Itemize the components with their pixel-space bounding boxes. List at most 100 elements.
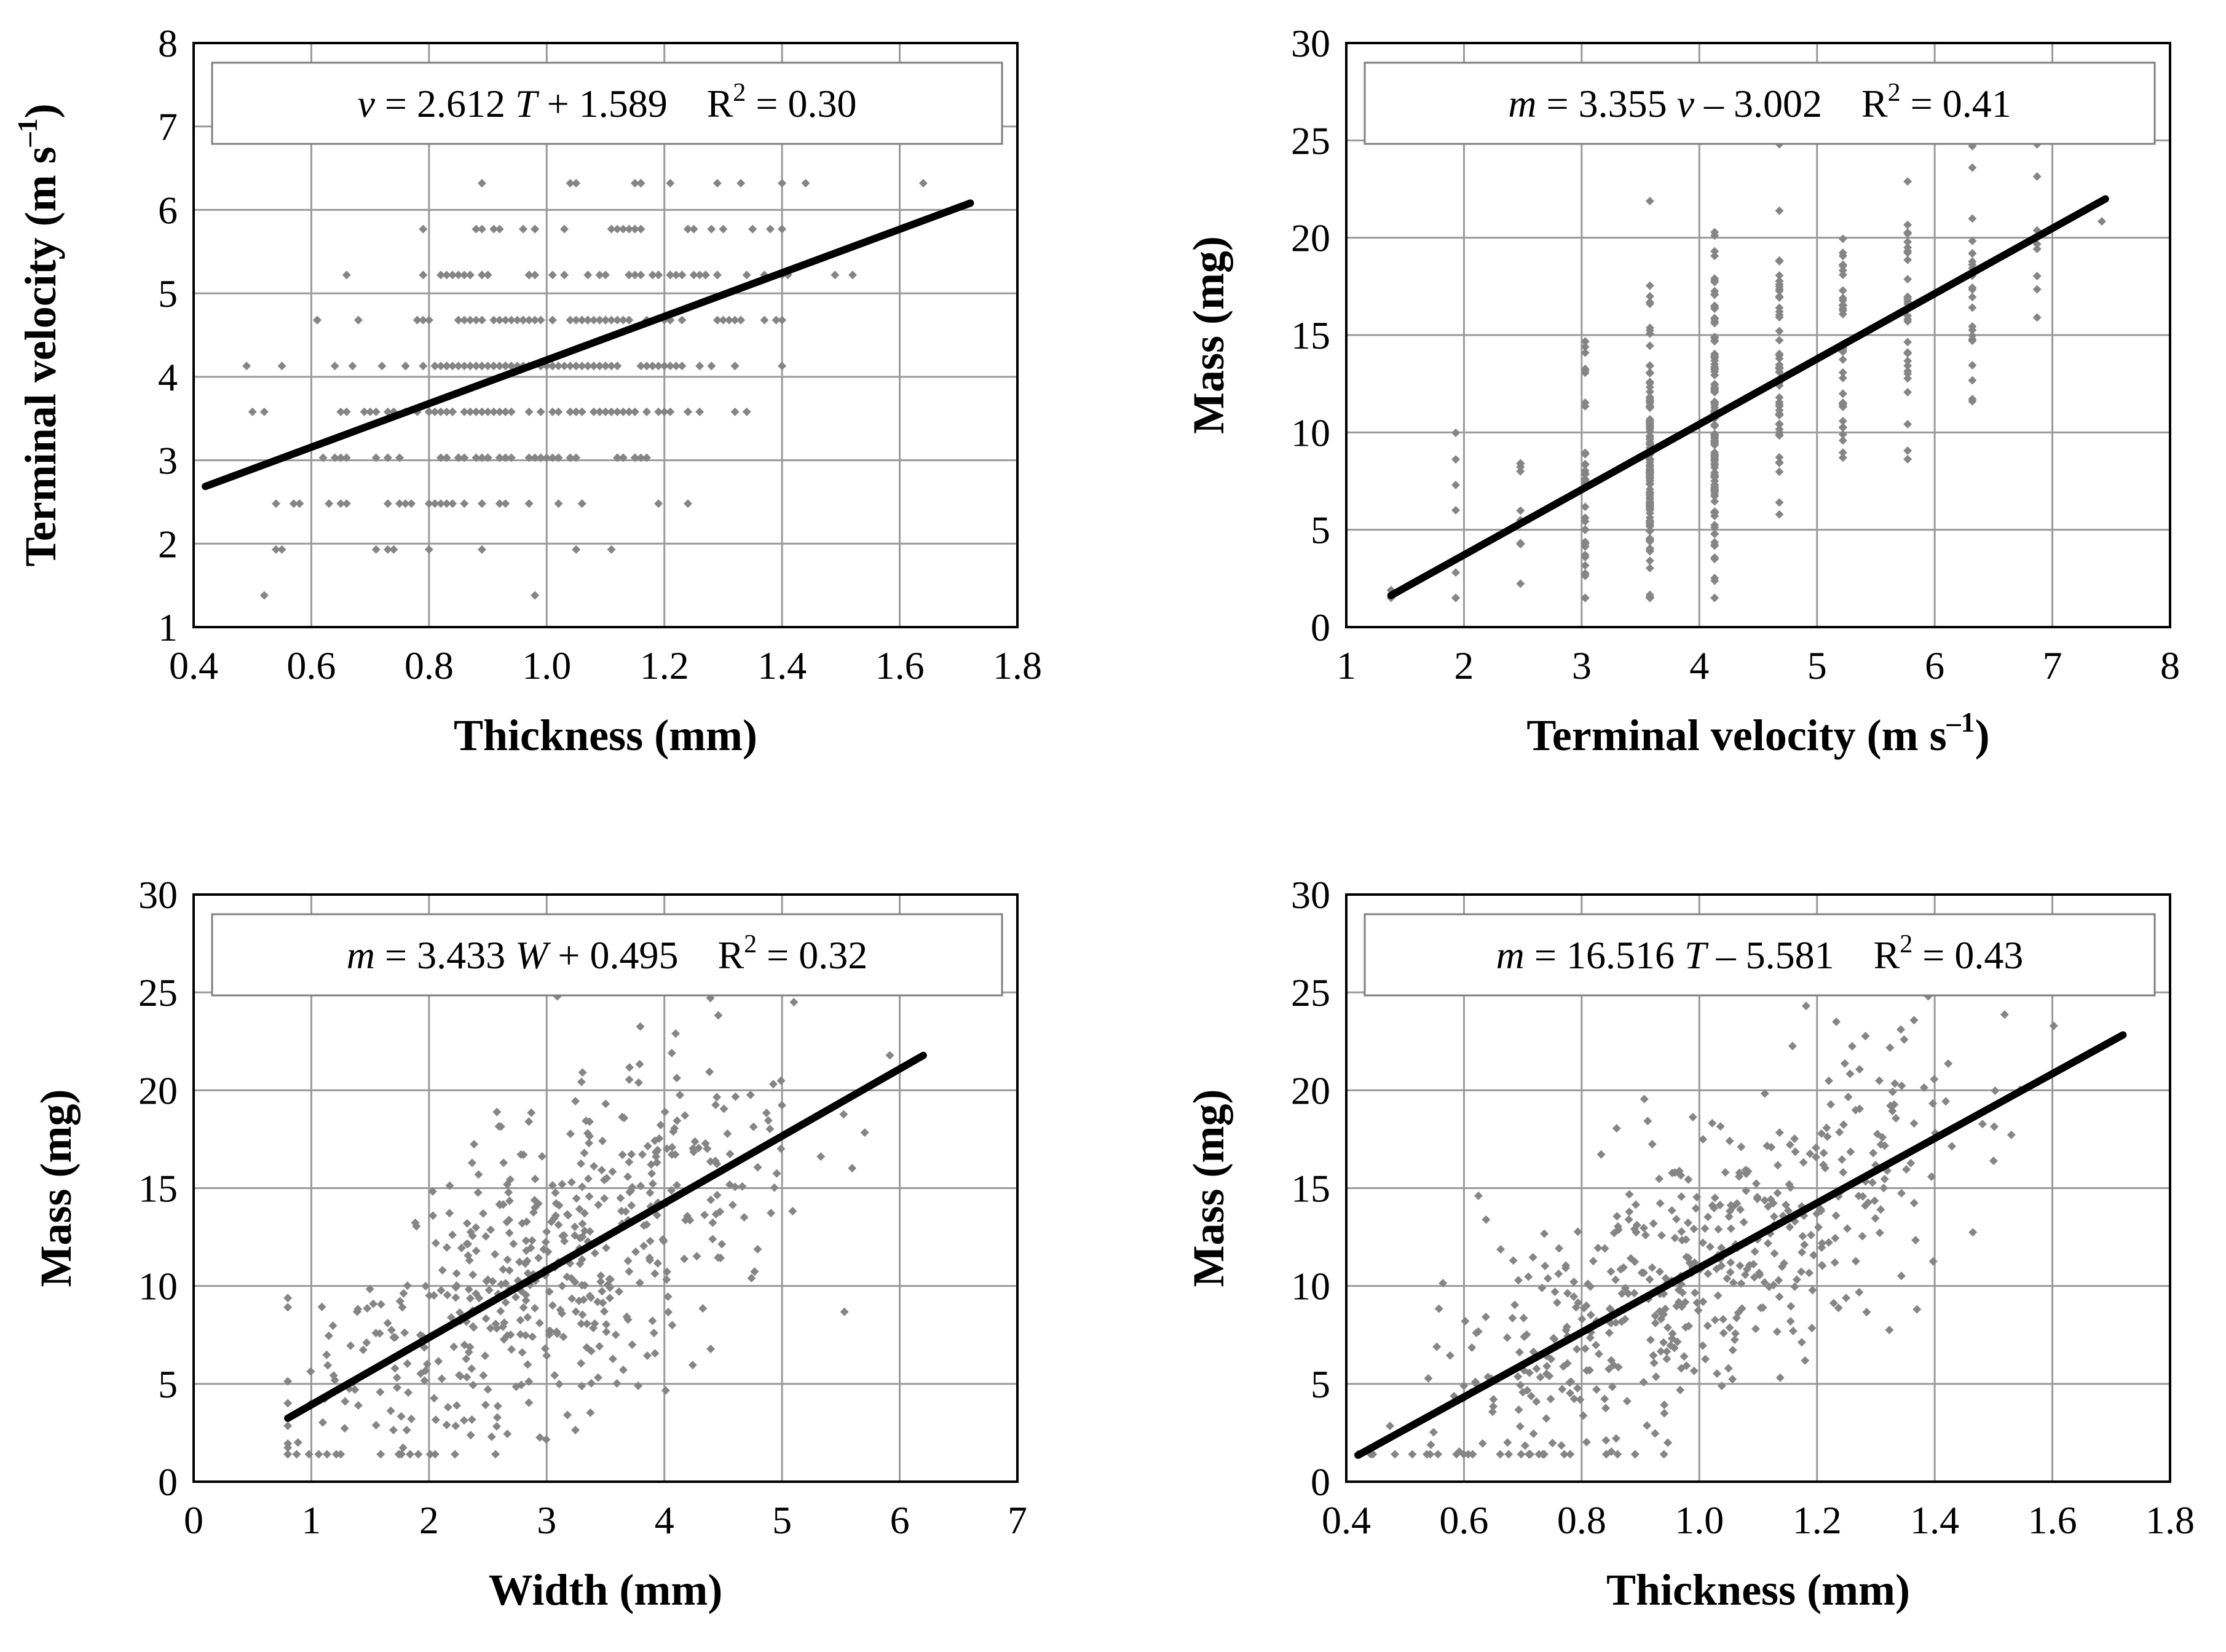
data-point [436, 362, 445, 371]
data-point [1710, 304, 1719, 314]
data-point [1903, 315, 1912, 324]
data-point [566, 179, 575, 188]
data-point [1790, 1282, 1799, 1291]
y-tick-label: 25 [1291, 119, 1330, 162]
data-point [1525, 1450, 1534, 1459]
data-point [689, 1144, 698, 1153]
data-point [1871, 1214, 1880, 1223]
data-point [492, 1413, 502, 1422]
data-point [607, 545, 616, 554]
data-point [1553, 1298, 1561, 1307]
data-point [677, 271, 687, 280]
data-point [1566, 1450, 1575, 1459]
data-point [495, 407, 504, 416]
data-point [283, 1303, 293, 1312]
data-point [1911, 1236, 1920, 1245]
data-point [585, 1132, 594, 1141]
equation-box [211, 913, 1003, 997]
y-tick-label: 5 [1311, 508, 1330, 552]
data-point [634, 1381, 643, 1391]
data-point [848, 1164, 857, 1173]
plot-frame [192, 893, 1019, 1483]
regression-equation: m = 3.433 W + 0.495 R2 = 0.32 [347, 930, 868, 977]
data-point [1645, 401, 1654, 411]
data-point [1573, 1345, 1582, 1354]
data-point [560, 224, 569, 234]
data-point [501, 407, 510, 416]
data-point [283, 1294, 293, 1303]
data-point [577, 1077, 586, 1086]
data-point [531, 315, 540, 325]
data-point [283, 1450, 293, 1459]
data-point [1903, 357, 1912, 366]
data-point [1514, 1405, 1523, 1414]
data-point [1801, 1002, 1810, 1011]
data-point [1581, 593, 1590, 603]
data-point [1909, 1016, 1919, 1025]
data-point [341, 1397, 350, 1406]
data-point [1786, 1183, 1795, 1192]
data-point [1434, 1450, 1443, 1459]
data-point [1699, 1297, 1708, 1306]
data-point [630, 179, 639, 188]
data-point [1648, 1140, 1657, 1149]
data-point [430, 362, 440, 371]
data-point [292, 1450, 301, 1459]
data-point [1692, 1298, 1702, 1307]
data-point [1514, 1372, 1523, 1381]
data-point [1601, 1436, 1611, 1445]
x-axis-title: Terminal velocity (m s–1) [1526, 706, 1989, 760]
data-point [1791, 1147, 1800, 1156]
data-point [625, 1075, 634, 1085]
data-point [589, 407, 598, 416]
data-point [1808, 1286, 1817, 1295]
data-points [283, 992, 894, 1459]
data-point [712, 315, 722, 325]
data-point [583, 271, 593, 280]
data-point [684, 499, 692, 508]
data-point [537, 1152, 547, 1161]
data-point [1645, 341, 1654, 350]
data-point [1775, 368, 1784, 377]
data-point [1604, 1364, 1614, 1373]
data-point [650, 1269, 660, 1278]
data-point [1838, 453, 1847, 462]
data-point [531, 271, 540, 280]
data-point [778, 224, 787, 234]
data-point [571, 1307, 580, 1316]
data-point [422, 1359, 432, 1369]
data-point [2032, 172, 2042, 181]
data-point [371, 545, 381, 554]
data-point [353, 1305, 363, 1314]
data-point [478, 271, 486, 280]
data-point [577, 1381, 586, 1391]
data-point [389, 545, 398, 554]
data-point [472, 1289, 481, 1298]
x-tick-label: 0.4 [1322, 1498, 1371, 1542]
data-point [390, 1333, 400, 1342]
data-point [1569, 1394, 1579, 1404]
data-point [1838, 286, 1847, 295]
data-point [464, 1251, 473, 1260]
data-point [1991, 1086, 2000, 1096]
x-tick-label: 0.8 [405, 644, 454, 687]
data-point [667, 1150, 676, 1159]
data-point [1391, 1450, 1400, 1459]
data-point [411, 1218, 420, 1227]
data-point [1903, 366, 1912, 376]
data-point [1651, 1319, 1660, 1328]
data-point [430, 1394, 439, 1403]
data-point [599, 1307, 609, 1316]
data-point [1617, 1289, 1627, 1298]
data-point [325, 499, 334, 508]
data-point [571, 1097, 580, 1106]
data-point [527, 1108, 536, 1117]
data-point [1510, 1300, 1520, 1310]
data-point [707, 224, 716, 234]
data-point [1839, 1168, 1848, 1177]
data-point [602, 1174, 612, 1183]
data-point [550, 1370, 559, 1380]
data-point [1645, 362, 1654, 371]
data-point [505, 1266, 514, 1275]
data-point [1726, 1224, 1735, 1233]
